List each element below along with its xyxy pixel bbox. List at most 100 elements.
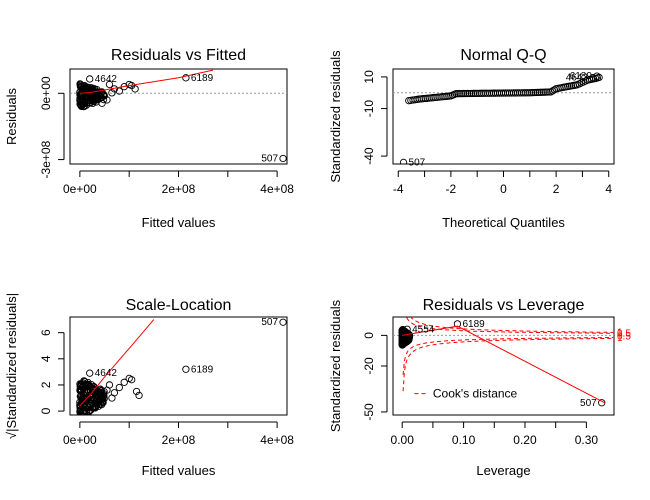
x-tick-label: 0e+00 [63,182,97,196]
data-point [543,88,551,96]
x-axis: 0e+00 2e+08 4e+08 [63,170,294,196]
data-point [103,386,111,394]
x-tick-label: -4 [393,182,404,196]
x-tick-label: 0.10 [452,433,476,447]
y-axis-label: Residuals [4,87,19,145]
smoother-line [79,69,214,94]
legend: Cook's distance [414,387,518,401]
y-tick-label: -3e+08 [39,140,53,178]
data-point [529,88,538,97]
x-tick-label: 0.20 [513,433,537,447]
data-point [279,154,287,163]
data-point [131,85,139,93]
points [399,72,603,164]
cooks-distance-contours [402,317,614,392]
plot-title: Scale-Location [126,297,232,314]
y-axis: 0 2 4 6 [39,329,65,414]
x-tick-label: 2e+08 [162,182,196,196]
x-axis-label: Leverage [476,463,530,478]
x-axis-label: Fitted values [142,463,216,478]
point-label: 507 [261,317,278,328]
plot-title: Normal Q-Q [460,47,546,64]
point-label: 507 [409,157,426,168]
smoother-line [79,319,155,407]
data-point [535,88,544,97]
cooks-contour [405,317,614,334]
point-label: 6189 [462,319,485,330]
data-point [88,386,97,394]
x-tick-label: 4 [605,182,612,196]
y-axis: -3e+08 0e+00 [39,76,65,178]
data-point [132,387,141,396]
point-label: 4554 [412,324,435,335]
data-point [453,320,462,328]
cooks-contour-label: 1 [617,333,623,344]
plot-title: Residuals vs Fitted [111,47,246,64]
plot-panel-3: Scale-Location Fitted values √|Standardize… [4,293,294,478]
plot-title: Residuals vs Leverage [423,297,585,314]
y-tick-label: -40 [362,147,376,165]
data-point [99,398,107,407]
plot-panel-4: Residuals vs Leverage Leverage Standardize… [328,297,631,478]
point-label: 4642 [95,368,118,379]
data-point [528,89,536,97]
data-point [95,92,103,100]
y-axis-label: Standardized residuals [328,50,343,183]
data-point [465,89,474,98]
x-tick-label: 2e+08 [162,433,196,447]
data-point [452,90,460,98]
data-point [460,89,468,98]
x-tick-label: 0 [500,182,507,196]
x-tick-label: 0.00 [391,433,415,447]
y-tick-label: 0 [362,332,376,339]
data-point [76,80,85,89]
data-point [458,89,466,98]
point-label: 6189 [191,364,214,375]
point-label: 507 [580,398,597,409]
data-point [127,376,136,384]
data-point [403,325,411,333]
data-point [78,383,87,391]
plot-panel-1: Residuals vs Fitted Fitted values Residual… [4,47,294,230]
plot-panel-2: Normal Q-Q Theoretical Quantiles Standardi… [328,47,615,230]
cooks-contour [402,337,614,375]
y-tick-label: -50 [362,403,376,421]
point-label: 507 [261,153,278,164]
cooks-contour-label: 0.5 [617,331,631,342]
x-axis: 0e+00 2e+08 4e+08 [63,421,294,447]
data-point [537,88,545,96]
data-point [182,365,190,373]
data-point [80,102,88,111]
data-point [90,388,98,396]
plot-frame [392,316,615,416]
plot-area [70,69,287,163]
plot-area [393,317,614,407]
data-point [526,89,534,97]
y-tick-label: -10 [362,100,376,118]
points [76,74,287,163]
data-point [182,74,190,82]
data-point [115,383,123,392]
data-point [589,74,597,82]
cooks-contour-label: 1 [617,327,623,338]
data-point [399,158,408,164]
x-axis: 0.00 0.10 0.20 0.30 [391,421,598,447]
points [76,318,287,415]
x-axis: -4 -2 0 2 4 [393,170,612,196]
x-tick-label: 2 [553,182,560,196]
data-point [463,89,472,98]
data-point [533,88,542,97]
plot-area [76,318,287,415]
y-tick-label: 0e+00 [39,76,53,110]
y-axis: -50 -20 0 [362,332,388,421]
data-point [462,89,470,98]
data-point [84,378,92,387]
cooks-contour [402,337,614,392]
data-point [86,75,94,83]
plot-frame [69,316,288,416]
data-point [279,318,287,326]
data-point [524,89,532,97]
data-point [77,406,85,414]
data-point [108,89,116,97]
